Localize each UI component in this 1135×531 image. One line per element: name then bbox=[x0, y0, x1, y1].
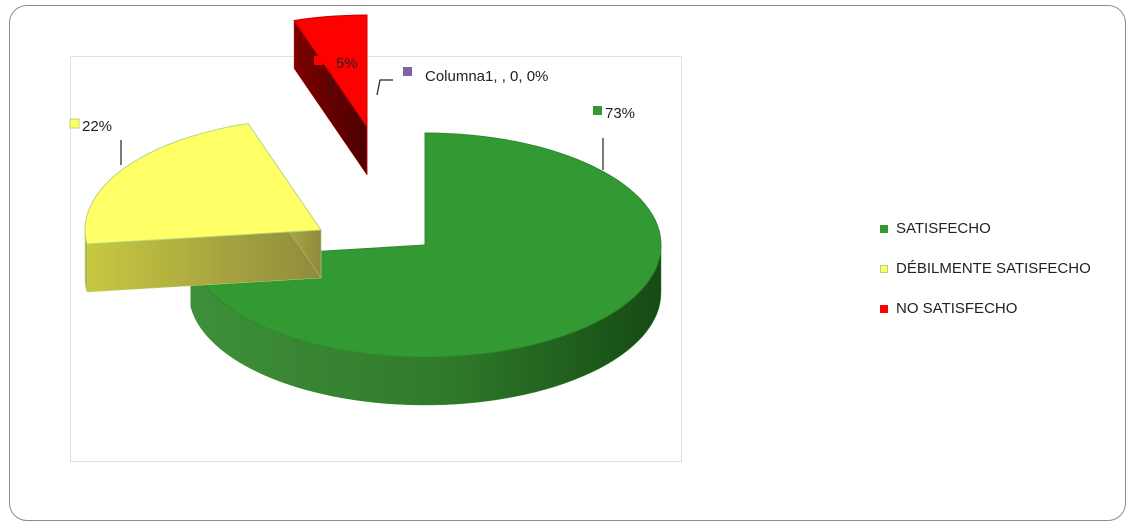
legend-label-no-satisfecho: NO SATISFECHO bbox=[896, 300, 1018, 317]
legend-swatch-satisfecho bbox=[880, 224, 888, 233]
leader-line bbox=[376, 79, 393, 96]
legend-label-satisfecho: SATISFECHO bbox=[896, 220, 991, 237]
data-label-text: Columna1, , 0, 0% bbox=[425, 68, 548, 85]
labels-layer: 73% 22% 5% Columna1, , 0, 0% bbox=[69, 55, 635, 170]
slice-no-satisfecho bbox=[293, 14, 368, 176]
legend-swatch-no-satisfecho bbox=[880, 304, 888, 313]
data-label-marker bbox=[403, 67, 412, 76]
data-label-text: 5% bbox=[336, 55, 358, 72]
legend-label-debilmente-satisfecho: DÉBILMENTE SATISFECHO bbox=[896, 260, 1091, 277]
data-label-text: 73% bbox=[605, 105, 635, 122]
data-label-marker bbox=[69, 118, 80, 129]
data-label-columna1: Columna1, , 0, 0% bbox=[376, 67, 548, 96]
plot-area bbox=[70, 56, 682, 462]
slice-d-bilmente-satisfecho bbox=[84, 122, 322, 293]
legend-item-satisfecho: SATISFECHO bbox=[880, 218, 1091, 239]
legend-item-debilmente-satisfecho: DÉBILMENTE SATISFECHO bbox=[880, 258, 1091, 279]
data-label-no-satisfecho: 5% bbox=[314, 55, 358, 95]
data-label-d-bilmente-satisfecho: 22% bbox=[69, 118, 122, 165]
slice-top-face bbox=[84, 122, 322, 245]
slices-layer bbox=[84, 14, 662, 406]
legend-swatch-debilmente-satisfecho bbox=[880, 264, 888, 273]
data-label-marker bbox=[314, 56, 323, 65]
data-label-satisfecho: 73% bbox=[593, 105, 635, 170]
data-label-text: 22% bbox=[82, 118, 112, 135]
slice-top-face bbox=[293, 14, 368, 129]
legend-item-no-satisfecho: NO SATISFECHO bbox=[880, 298, 1091, 319]
data-label-marker bbox=[593, 106, 602, 115]
legend: SATISFECHO DÉBILMENTE SATISFECHO NO SATI… bbox=[880, 218, 1091, 338]
slice-top-face bbox=[190, 132, 662, 358]
